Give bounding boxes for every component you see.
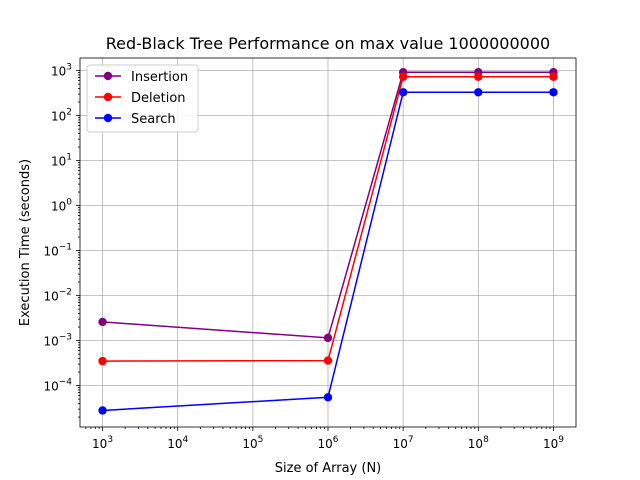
y-tick-label-exponent: 1	[66, 153, 72, 163]
series-layer	[98, 68, 558, 415]
x-tick-label-exponent: 9	[558, 435, 564, 445]
y-tick-label-base: 10	[43, 245, 58, 259]
data-point	[549, 88, 558, 97]
y-tick-label: 101	[51, 153, 72, 169]
y-tick-label-base: 10	[43, 335, 58, 349]
y-tick-label-exponent: −4	[59, 378, 73, 388]
legend-label: Deletion	[131, 91, 186, 106]
data-point	[98, 317, 107, 327]
data-point	[98, 406, 107, 415]
y-tick-label: 10−4	[43, 378, 72, 394]
data-point	[98, 356, 107, 366]
x-tick-label-base: 10	[317, 437, 332, 451]
x-tick-label-base: 10	[543, 437, 558, 451]
x-tick-label: 108	[468, 435, 489, 451]
x-axis-label: Size of Array (N)	[275, 461, 382, 476]
y-tick-label: 10−2	[43, 288, 72, 304]
y-tick-label-base: 10	[51, 200, 66, 214]
x-tick-label: 105	[242, 435, 263, 451]
x-tick-label-base: 10	[468, 437, 483, 451]
legend-entry-search: Search	[95, 112, 176, 127]
data-point	[323, 356, 333, 365]
legend-marker	[103, 113, 113, 123]
x-tick-label-exponent: 7	[408, 435, 414, 445]
y-tick-label-exponent: −2	[59, 288, 72, 298]
x-tick-label-exponent: 3	[107, 435, 113, 445]
x-tick-label: 103	[92, 435, 113, 451]
y-tick-label: 102	[51, 108, 72, 124]
grid-lines	[80, 58, 576, 427]
x-tick-label-exponent: 4	[182, 435, 188, 445]
data-point	[549, 72, 558, 81]
legend-label: Insertion	[131, 70, 188, 85]
y-tick-label: 10−3	[43, 333, 72, 349]
y-tick-label-exponent: −1	[59, 243, 72, 253]
plot-frame	[79, 57, 577, 428]
x-tick-label: 107	[393, 435, 414, 451]
series-deletion	[98, 72, 558, 366]
y-axis-label: Execution Time (seconds)	[18, 159, 33, 326]
y-tick-label-exponent: 2	[66, 108, 72, 118]
y-tick-label: 103	[51, 63, 72, 79]
y-tick-label-base: 10	[51, 65, 66, 79]
y-tick-label-exponent: 3	[66, 63, 72, 73]
series-search	[98, 88, 558, 415]
data-point	[398, 88, 408, 97]
data-point	[323, 333, 333, 343]
x-tick-label: 104	[167, 435, 188, 451]
y-tick-label-base: 10	[51, 155, 66, 169]
legend-entry-insertion: Insertion	[95, 70, 188, 85]
x-tick-label-exponent: 6	[333, 435, 339, 445]
y-tick-label-base: 10	[43, 290, 58, 304]
x-tick-label-exponent: 5	[258, 435, 264, 445]
x-tick-label-base: 10	[92, 437, 107, 451]
y-tick-label-base: 10	[43, 380, 58, 394]
data-point	[474, 72, 483, 81]
x-tick-label-base: 10	[167, 437, 182, 451]
y-tick-label: 10−1	[43, 243, 72, 259]
y-tick-label: 100	[51, 198, 72, 214]
data-point	[323, 393, 333, 402]
legend-box	[86, 64, 199, 133]
legend-marker	[103, 71, 113, 81]
data-point	[398, 72, 408, 81]
legend-marker	[103, 92, 113, 102]
legend-label: Search	[131, 112, 176, 127]
legend: Insertion Deletion Search	[86, 64, 199, 133]
x-tick-label-base: 10	[393, 437, 408, 451]
x-tick-label: 106	[317, 435, 338, 451]
x-tick-label: 109	[543, 435, 564, 451]
legend-entry-deletion: Deletion	[95, 91, 186, 106]
y-tick-label-base: 10	[51, 110, 66, 124]
x-tick-label-exponent: 8	[483, 435, 489, 445]
chart-title: Red-Black Tree Performance on max value …	[106, 34, 550, 53]
y-tick-label-exponent: 0	[66, 198, 72, 208]
y-tick-label-exponent: −3	[59, 333, 72, 343]
data-point	[474, 88, 483, 97]
x-tick-label-base: 10	[242, 437, 257, 451]
